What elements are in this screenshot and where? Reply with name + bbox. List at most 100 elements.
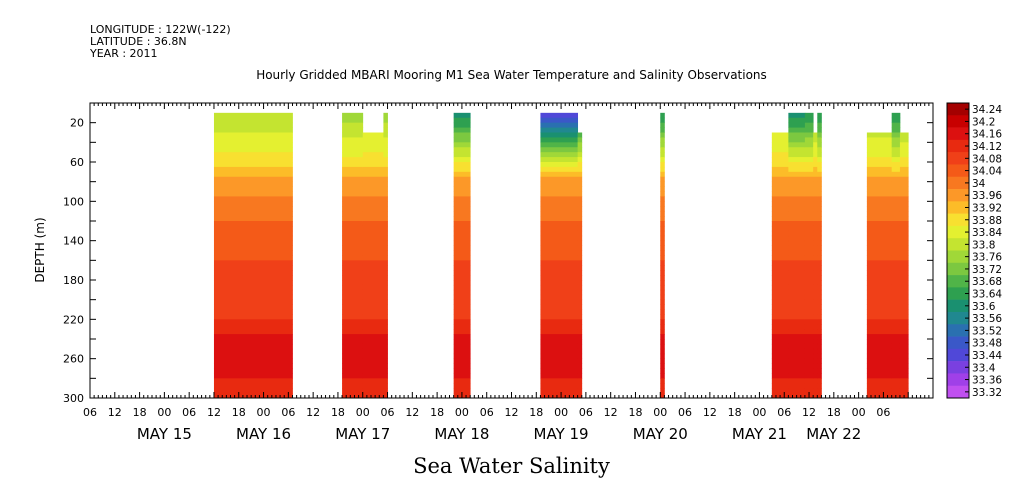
salinity-cell [577,250,583,256]
longitude-label: LONGITUDE : 122W(-122) [90,23,231,36]
salinity-cell [540,348,579,355]
salinity-cell [899,275,909,281]
salinity-cell [577,137,583,143]
x-tick-label: 00 [455,406,469,419]
salinity-cell [540,127,579,133]
salinity-cell [362,142,384,148]
salinity-cell [660,314,665,320]
y-axis-label: DEPTH (m) [33,217,47,282]
salinity-cell [362,181,384,187]
salinity-cell [866,324,893,330]
salinity-cell [540,368,579,374]
salinity-cell [342,368,364,374]
salinity-cell [362,299,384,305]
salinity-cell [813,240,818,246]
salinity-cell [804,181,814,187]
x-tick-label: 18 [430,406,444,419]
salinity-cell [866,280,893,286]
salinity-cell [899,334,909,340]
salinity-cell [342,230,364,237]
salinity-cell [817,186,822,192]
salinity-cell [453,299,471,305]
salinity-cell [342,353,364,360]
salinity-cell [453,314,471,320]
salinity-cell [813,211,818,217]
salinity-cell [383,265,388,271]
salinity-cell [866,255,893,261]
salinity-cell [804,265,814,271]
x-tick-label: 00 [852,406,866,419]
salinity-cell [383,132,388,138]
salinity-cell [891,221,901,227]
salinity-cell [362,348,384,355]
salinity-cell [817,152,822,158]
salinity-cell [788,343,806,350]
salinity-cell [342,363,364,369]
x-tick-label: 06 [182,406,196,419]
salinity-cell [866,353,893,360]
salinity-cell [891,117,901,124]
salinity-cell [813,245,818,251]
y-tick-label: 300 [63,392,84,405]
salinity-cell [577,314,583,320]
salinity-cell [362,216,384,222]
salinity-cell [899,358,909,364]
y-tick-label: 20 [70,117,84,130]
salinity-cell [453,240,471,246]
salinity-cell [899,378,909,384]
salinity-cell [817,353,822,360]
salinity-cell [453,280,471,286]
salinity-cell [342,383,364,389]
salinity-cell [804,152,814,158]
salinity-cell [813,230,818,237]
salinity-cell [577,255,583,261]
salinity-cell [788,284,806,291]
salinity-cell [453,343,471,350]
salinity-cell [891,270,901,276]
salinity-cell [771,142,789,148]
salinity-cell [383,211,388,217]
salinity-cell [383,383,388,389]
salinity-cell [899,255,909,261]
salinity-cell [362,270,384,276]
salinity-cell [453,348,471,355]
salinity-cell [817,383,822,389]
salinity-cell [540,294,579,301]
salinity-cell [866,162,893,168]
salinity-cell [577,378,583,384]
salinity-cell [891,289,901,296]
salinity-cell [453,265,471,271]
salinity-cell [362,280,384,286]
salinity-cell [540,221,579,227]
salinity-cell [771,304,789,310]
salinity-cell [540,117,579,124]
salinity-cell [540,388,579,394]
salinity-cell [771,343,789,350]
salinity-cell [813,309,818,315]
salinity-cell [771,294,789,301]
salinity-cell [213,137,293,143]
salinity-cell [813,329,818,335]
salinity-cell [771,216,789,222]
salinity-cell [453,373,471,379]
colorbar-swatch [947,262,969,276]
x-tick-label: 00 [157,406,171,419]
salinity-cell [540,171,579,178]
salinity-cell [213,176,293,183]
salinity-cell [813,324,818,330]
salinity-cell [453,166,471,173]
salinity-cell [804,255,814,261]
salinity-cell [804,309,814,315]
salinity-cell [899,147,909,153]
salinity-cell [788,201,806,207]
salinity-cell [540,186,579,192]
salinity-cell [383,186,388,192]
salinity-cell [866,343,893,350]
colorbar-frame [946,102,970,399]
salinity-cell [804,343,814,350]
colorbar-label: 33.36 [972,375,1002,387]
salinity-cell [899,171,909,178]
salinity-cell [577,289,583,296]
salinity-cell [899,309,909,315]
